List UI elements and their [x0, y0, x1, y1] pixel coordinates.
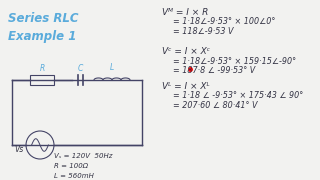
- Text: = 1·18∠-9·53° × 159·15∠-90°: = 1·18∠-9·53° × 159·15∠-90°: [168, 57, 296, 66]
- Text: = 118∠-9·53 V: = 118∠-9·53 V: [168, 27, 234, 36]
- Text: = 1·18∠-9·53° × 100∠0°: = 1·18∠-9·53° × 100∠0°: [168, 17, 276, 26]
- Bar: [30, 75, 54, 85]
- Text: Series RLC: Series RLC: [8, 12, 78, 25]
- Text: Vᴸ = I × Xᴸ: Vᴸ = I × Xᴸ: [162, 82, 210, 91]
- Text: L = 560mH: L = 560mH: [54, 173, 94, 179]
- Text: R: R: [39, 64, 44, 73]
- Text: Vᴹ = I × R: Vᴹ = I × R: [162, 8, 208, 17]
- Text: Example 1: Example 1: [8, 30, 76, 43]
- Text: = 1·18 ∠ -9·53° × 175·43 ∠ 90°: = 1·18 ∠ -9·53° × 175·43 ∠ 90°: [168, 91, 303, 100]
- Text: Vᶜ = I × Xᶜ: Vᶜ = I × Xᶜ: [162, 47, 210, 56]
- Text: = 187·8 ∠ -99·53° V: = 187·8 ∠ -99·53° V: [168, 66, 255, 75]
- Text: C: C: [77, 64, 83, 73]
- Text: = 207·60 ∠ 80·41° V: = 207·60 ∠ 80·41° V: [168, 101, 258, 110]
- Text: Vs: Vs: [15, 145, 24, 154]
- Text: Vₛ = 120V  50Hz: Vₛ = 120V 50Hz: [54, 153, 112, 159]
- Text: L: L: [110, 63, 114, 72]
- Text: R = 100Ω: R = 100Ω: [54, 163, 88, 169]
